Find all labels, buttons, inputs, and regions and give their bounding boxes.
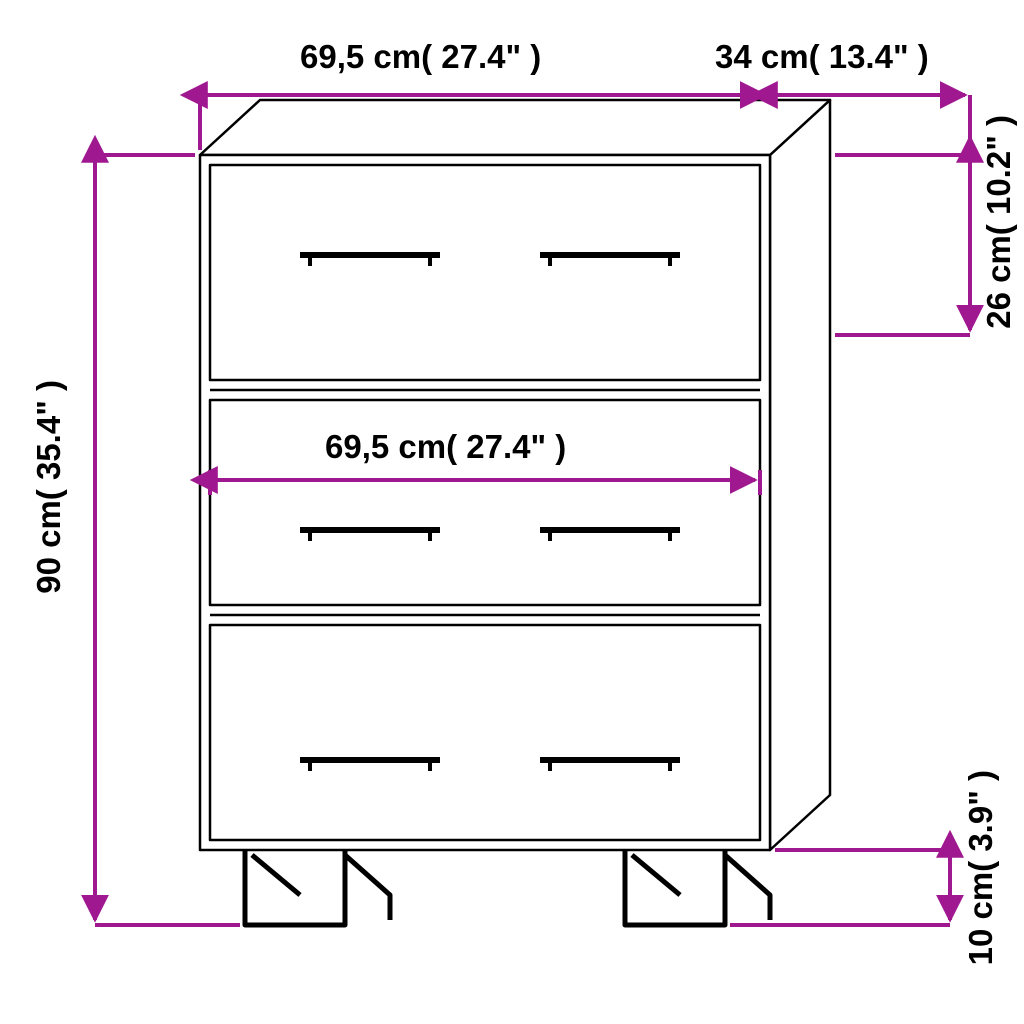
label-leg-height: 10 cm( 3.9" ) (962, 770, 1000, 965)
label-drawer-width: 69,5 cm( 27.4" ) (325, 428, 566, 466)
cabinet (200, 100, 830, 850)
label-depth-top: 34 cm( 13.4" ) (715, 38, 929, 76)
label-drawer-height: 26 cm( 10.2" ) (980, 115, 1018, 329)
legs (245, 850, 770, 925)
dimension-diagram (0, 0, 1024, 1024)
label-width-top: 69,5 cm( 27.4" ) (300, 38, 541, 76)
label-height-left: 90 cm( 35.4" ) (30, 380, 68, 594)
